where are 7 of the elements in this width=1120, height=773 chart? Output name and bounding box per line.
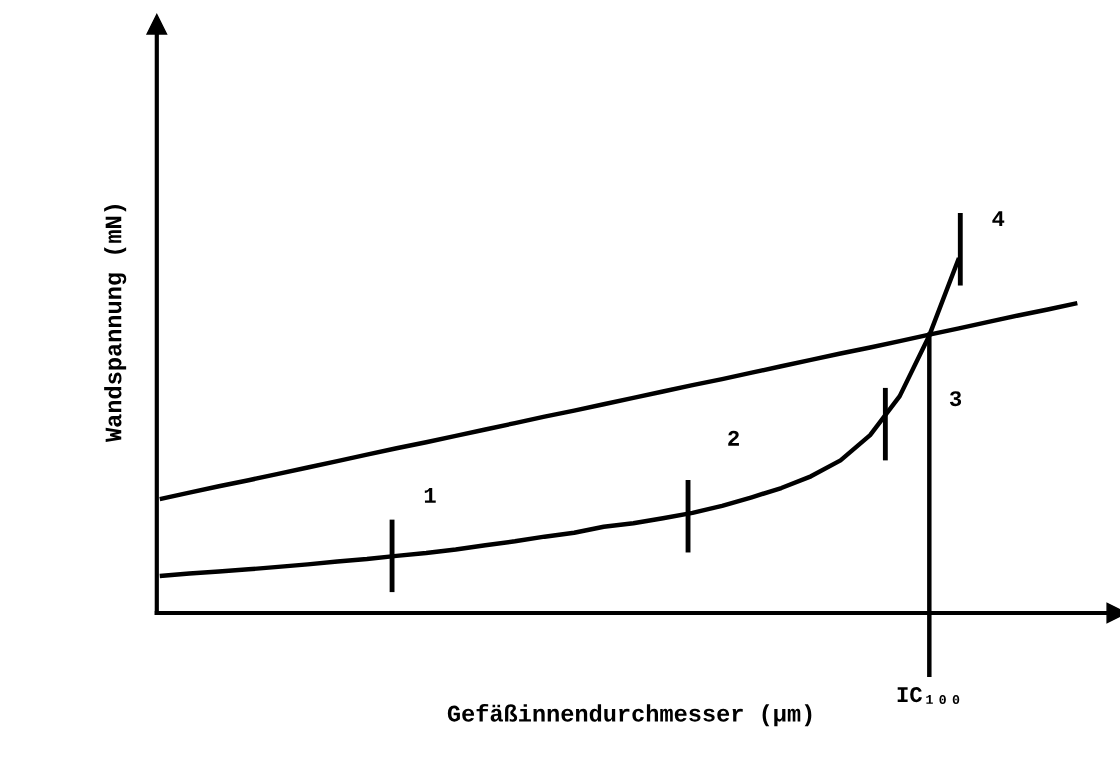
annotation: 2 (728, 430, 739, 446)
annotation: 1 (424, 488, 436, 503)
x-axis-title: Gefäßinnendurchmesser (µm) (447, 703, 812, 727)
y-axis-title: Wandspannung (mN) (104, 205, 127, 443)
annotation: 3 (949, 391, 962, 407)
text: 4 (992, 211, 1005, 226)
text: IC₁₀₀ (897, 687, 960, 705)
